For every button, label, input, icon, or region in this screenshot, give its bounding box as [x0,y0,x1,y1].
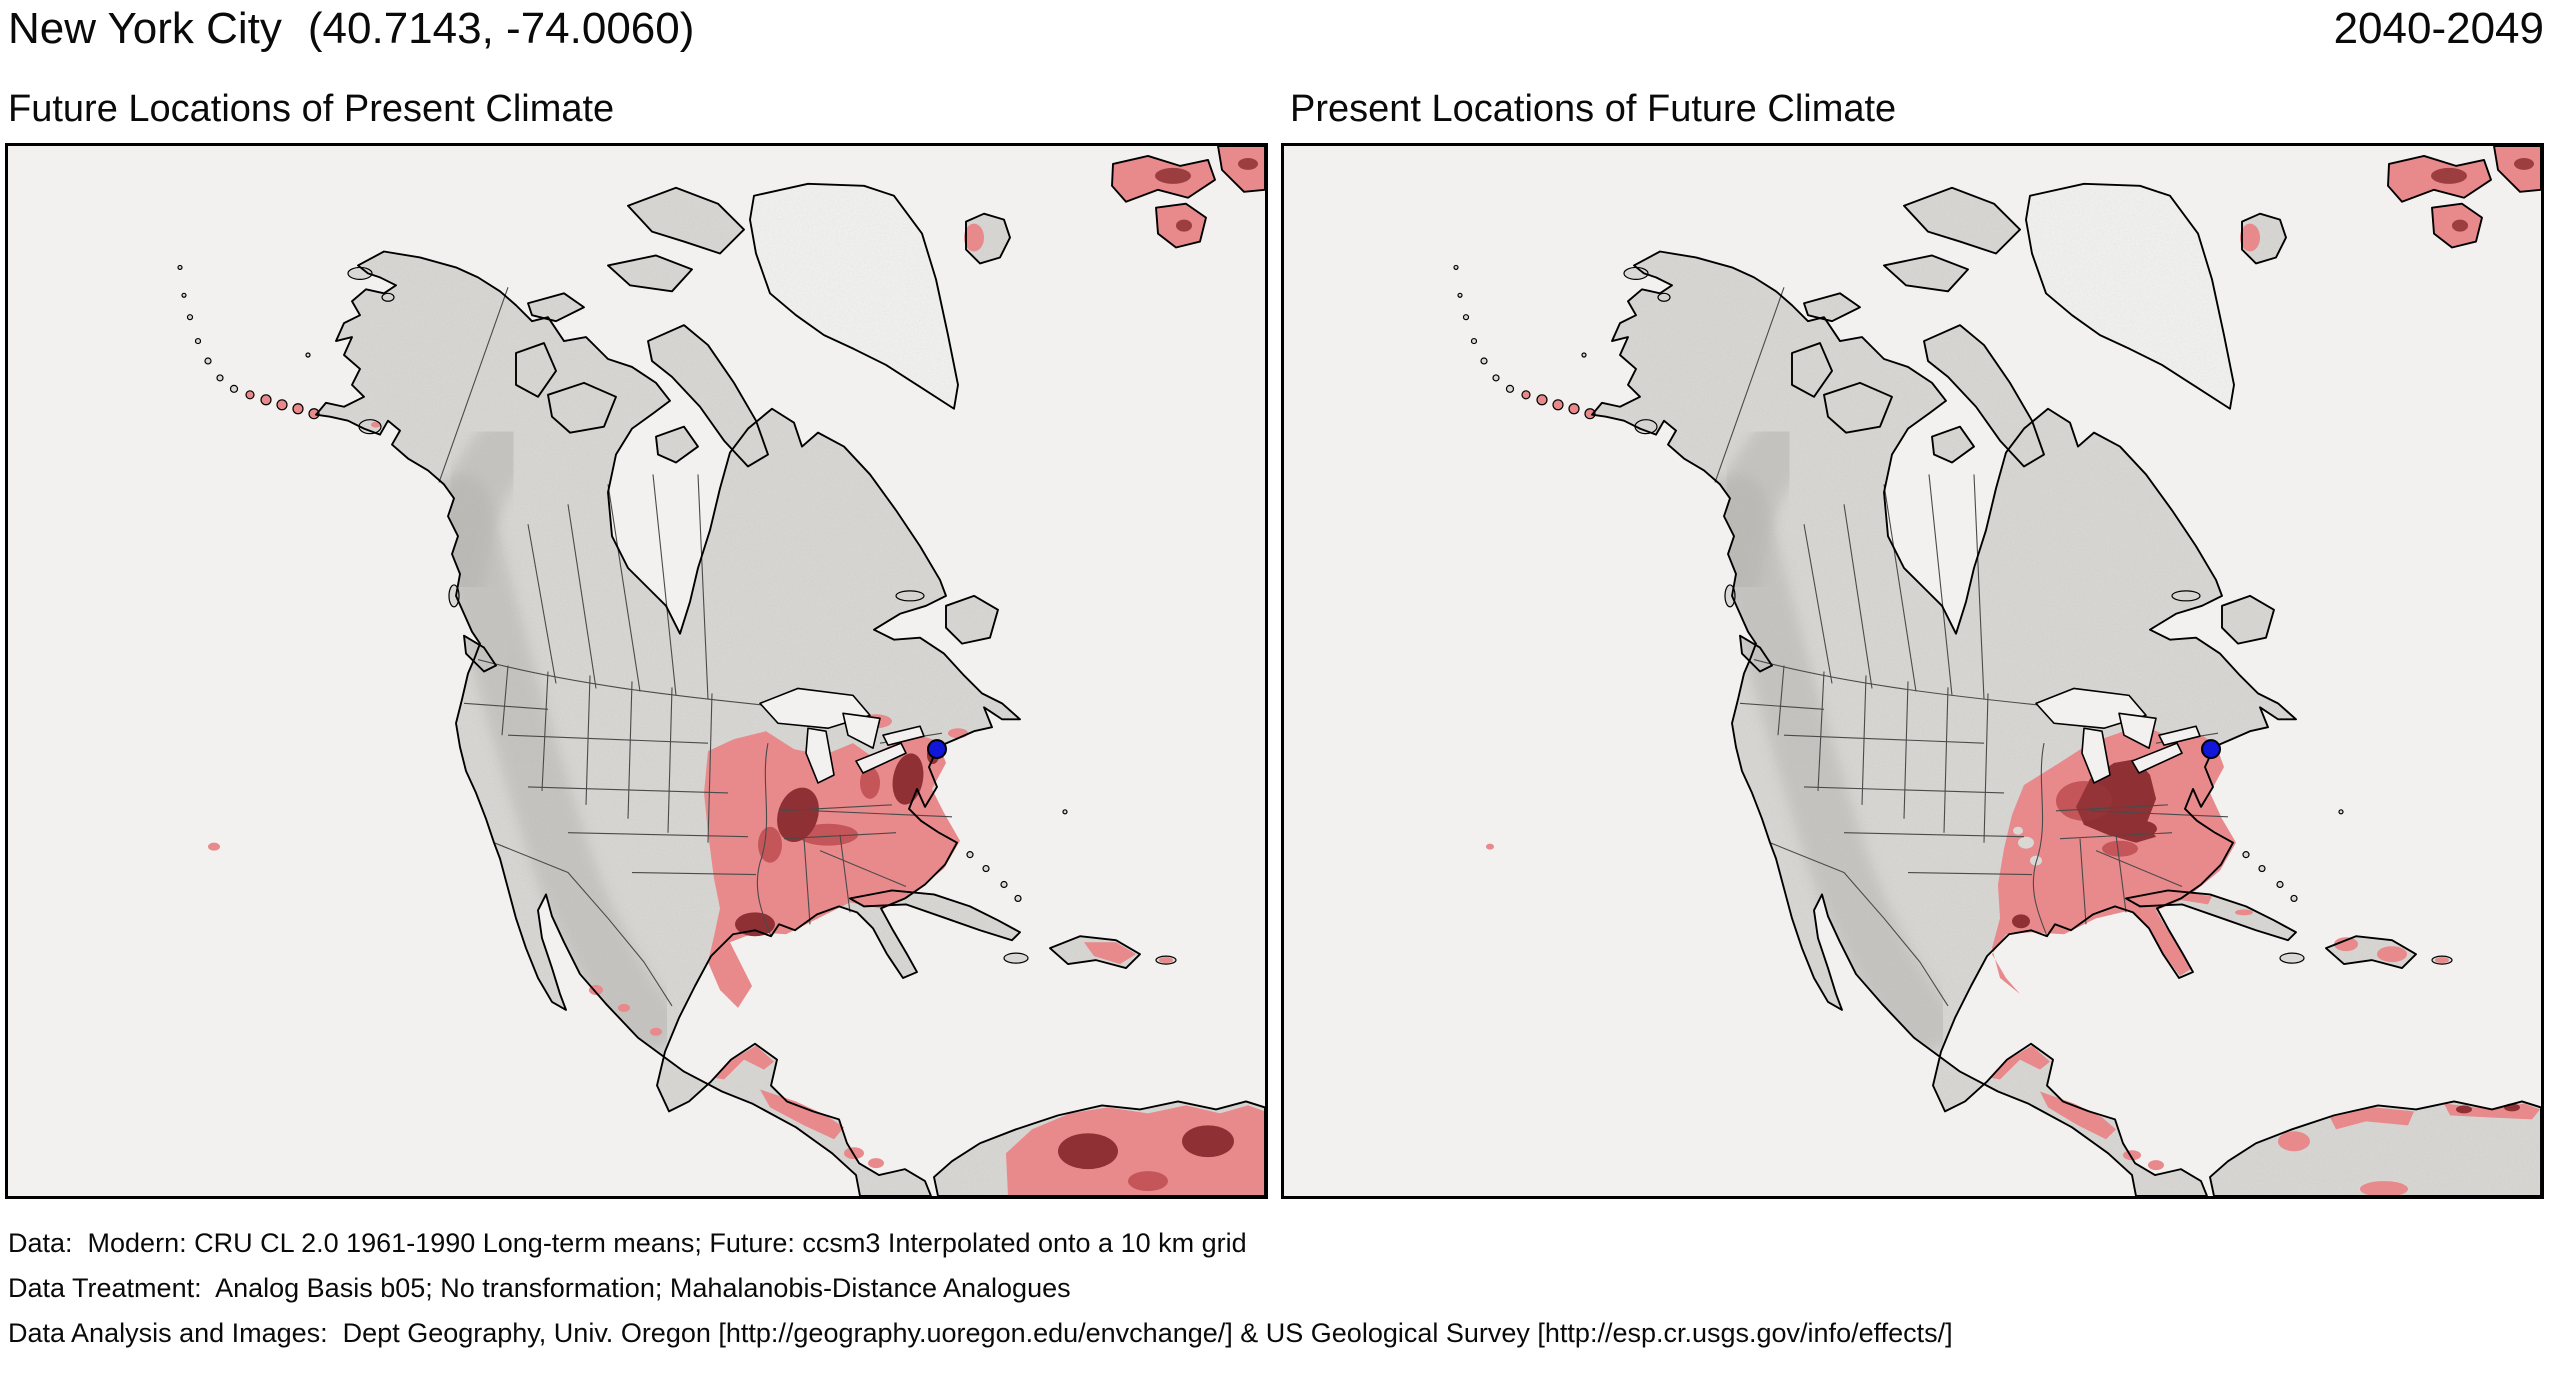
footer-data-source: Data: Modern: CRU CL 2.0 1961-1990 Long-… [8,1228,1247,1258]
city-marker [927,739,947,760]
city-marker [2201,739,2221,760]
city-name: New York City [8,4,282,53]
map-canvas-left [8,146,1265,1196]
map-canvas-right [1284,146,2541,1196]
page-title: New York City (40.7143, -74.0060) [8,4,694,54]
footer-credits: Data Analysis and Images: Dept Geography… [8,1318,1953,1348]
period-label: 2040-2049 [2333,4,2544,53]
map-future-locations-of-present-climate [5,143,1268,1199]
right-panel-title: Present Locations of Future Climate [1290,88,1897,130]
map-present-locations-of-future-climate [1281,143,2544,1199]
footer-data-treatment: Data Treatment: Analog Basis b05; No tra… [8,1273,1071,1303]
city-coordinates: (40.7143, -74.0060) [307,4,695,53]
left-panel-title: Future Locations of Present Climate [8,88,615,130]
